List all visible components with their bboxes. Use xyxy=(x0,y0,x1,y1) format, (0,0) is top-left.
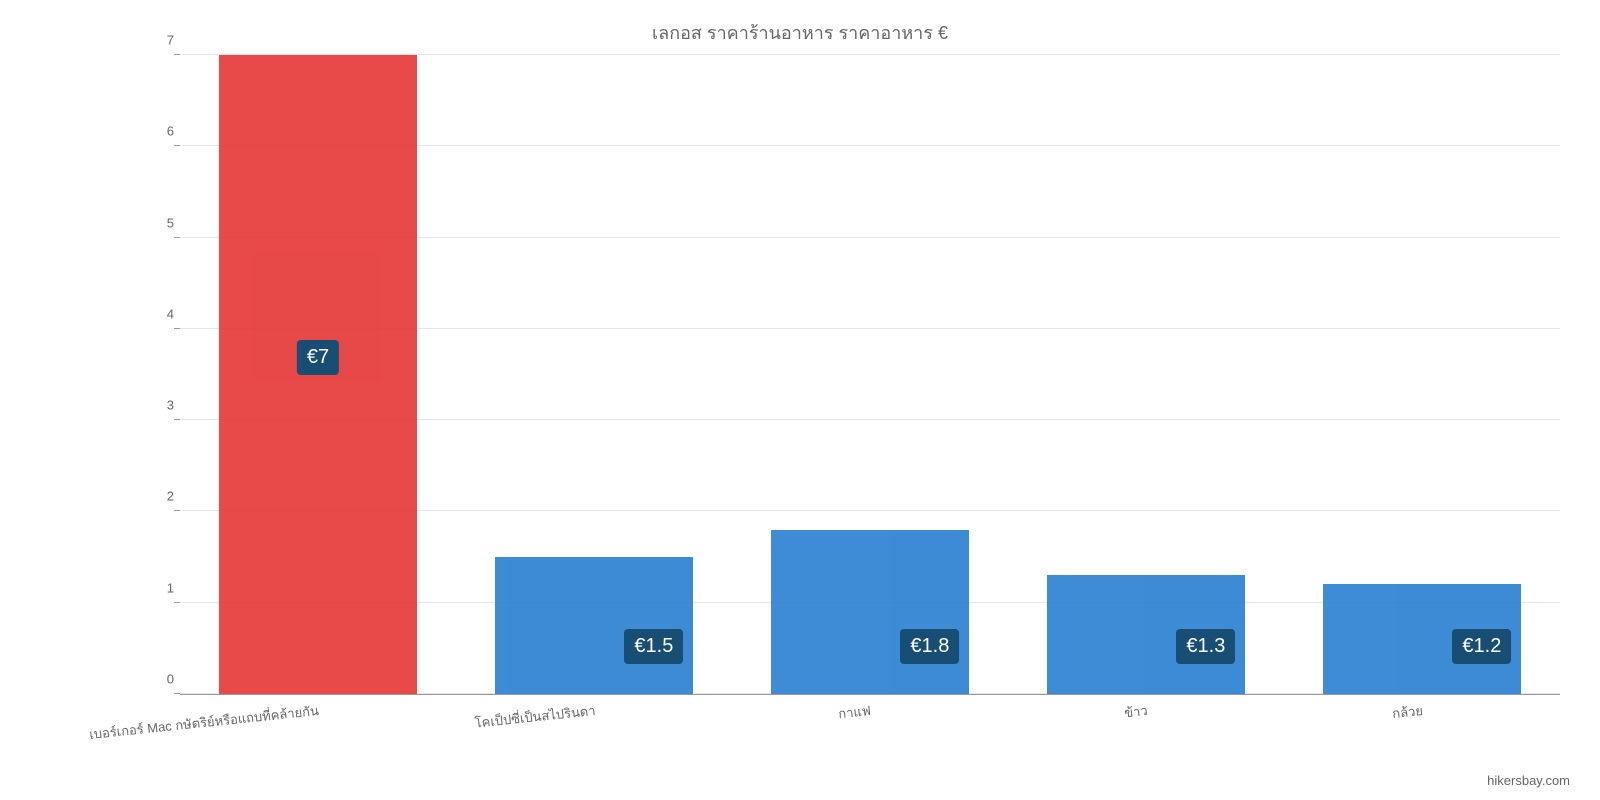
value-label-0: €7 xyxy=(297,340,339,375)
bar-slot-3: €1.3 xyxy=(1008,55,1284,694)
bar-slot-1: €1.5 xyxy=(456,55,732,694)
x-label-3: ข้าว xyxy=(1123,700,1149,723)
bar-banana: €1.2 xyxy=(1323,584,1522,694)
bar-rice: €1.3 xyxy=(1047,575,1246,694)
bars-container: €7 €1.5 €1.8 €1.3 €1.2 xyxy=(180,55,1560,694)
plot-background: 0 1 2 3 4 5 6 7 €7 xyxy=(180,55,1560,695)
value-label-3: €1.3 xyxy=(1176,629,1235,664)
bar-coffee: €1.8 xyxy=(771,530,970,694)
x-axis-labels: เบอร์เกอร์ Mac กษัตริย์หรือแถบที่คล้ายกั… xyxy=(180,700,1560,760)
bar-burger: €7 xyxy=(219,55,418,694)
bar-slot-2: €1.8 xyxy=(732,55,1008,694)
chart-plot-area: 0 1 2 3 4 5 6 7 €7 xyxy=(180,55,1560,695)
bar-soda: €1.5 xyxy=(495,557,694,694)
bar-slot-4: €1.2 xyxy=(1284,55,1560,694)
x-label-0: เบอร์เกอร์ Mac กษัตริย์หรือแถบที่คล้ายกั… xyxy=(89,700,321,745)
x-label-2: กาแฟ xyxy=(837,700,872,724)
attribution-text: hikersbay.com xyxy=(1487,773,1570,788)
ytick-1: 1 xyxy=(150,580,174,595)
ytick-6: 6 xyxy=(150,124,174,139)
value-label-1: €1.5 xyxy=(624,629,683,664)
ytick-7: 7 xyxy=(150,33,174,48)
chart-title: เลกอส ราคาร้านอาหาร ราคาอาหาร € xyxy=(0,0,1600,47)
bar-slot-0: €7 xyxy=(180,55,456,694)
ytick-2: 2 xyxy=(150,489,174,504)
value-label-4: €1.2 xyxy=(1452,629,1511,664)
value-label-2: €1.8 xyxy=(900,629,959,664)
ytick-4: 4 xyxy=(150,306,174,321)
ytick-3: 3 xyxy=(150,398,174,413)
x-label-4: กล้วย xyxy=(1391,700,1424,724)
x-label-1: โคเป็ปซี่เป็นสไปรินดา xyxy=(473,700,596,734)
ytick-5: 5 xyxy=(150,215,174,230)
ytick-0: 0 xyxy=(150,672,174,687)
